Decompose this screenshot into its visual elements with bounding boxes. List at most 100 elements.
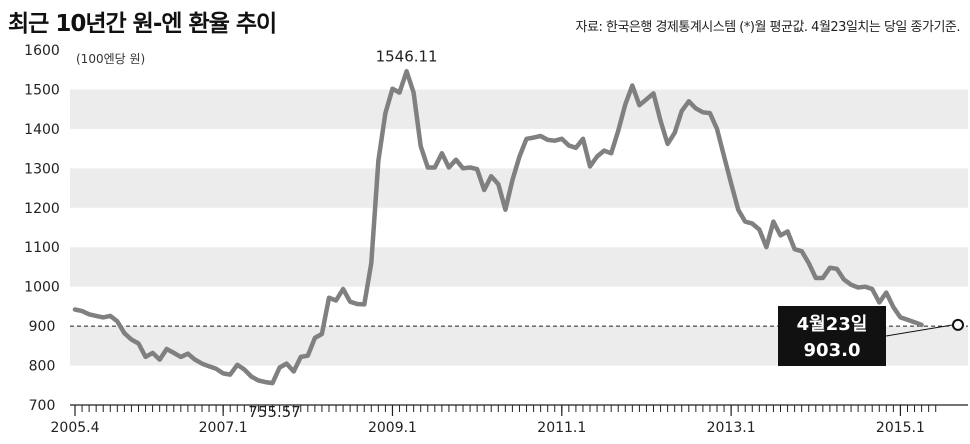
- data-point: [623, 102, 627, 107]
- y-tick-label: 900: [29, 319, 56, 335]
- data-point: [468, 165, 472, 170]
- data-point: [595, 154, 599, 159]
- data-point: [898, 315, 903, 320]
- data-point: [447, 165, 451, 170]
- x-tick-label: 2011.1: [537, 420, 586, 436]
- data-point: [80, 309, 84, 313]
- data-point: [821, 276, 825, 280]
- data-point: [397, 91, 402, 95]
- y-tick-label: 1600: [24, 43, 60, 59]
- data-point: [637, 103, 642, 107]
- data-point: [362, 302, 366, 307]
- data-point: [193, 358, 197, 362]
- y-tick-label: 1200: [24, 201, 60, 217]
- data-point: [369, 261, 373, 265]
- data-point: [743, 219, 747, 224]
- data-point: [750, 221, 754, 226]
- x-axis-ticks: 2005.4 2007.1 2009.1 2011.1 2013.1 2015.1: [51, 405, 937, 436]
- data-point: [320, 332, 324, 336]
- data-point: [715, 127, 719, 131]
- data-point: [249, 375, 253, 379]
- data-point: [785, 229, 790, 234]
- data-point: [877, 300, 881, 305]
- end-point-marker: [952, 318, 964, 331]
- y-tick-label: 1500: [24, 82, 60, 98]
- data-point: [151, 351, 155, 355]
- data-point: [306, 354, 310, 358]
- data-point: [807, 261, 811, 265]
- data-point: [200, 361, 204, 366]
- data-point: [616, 129, 620, 133]
- data-point: [482, 188, 486, 192]
- data-point: [440, 151, 444, 155]
- data-point: [630, 83, 634, 88]
- data-points: [73, 69, 924, 385]
- data-point: [426, 165, 430, 170]
- x-tick-label: 2007.1: [199, 420, 248, 436]
- data-point: [292, 369, 296, 374]
- callout-date: 4월23일: [797, 314, 868, 335]
- data-point: [828, 266, 832, 270]
- grid-band: [70, 50, 968, 90]
- data-point: [849, 283, 853, 287]
- data-point: [553, 139, 557, 143]
- x-tick-label: 2005.4: [51, 420, 100, 436]
- data-point: [694, 106, 698, 110]
- data-point: [609, 151, 613, 155]
- data-point: [454, 158, 458, 162]
- data-point: [228, 373, 232, 377]
- data-point: [539, 134, 543, 138]
- data-point: [778, 233, 783, 237]
- data-point: [905, 318, 910, 322]
- data-point: [567, 143, 571, 148]
- data-point: [87, 312, 91, 316]
- data-point: [419, 144, 423, 148]
- data-point: [574, 146, 578, 150]
- data-point: [299, 355, 303, 359]
- y-tick-label: 1100: [24, 240, 60, 256]
- data-point: [285, 361, 289, 366]
- data-point: [221, 371, 225, 376]
- data-point: [920, 323, 924, 327]
- annotation-min: 755.57: [248, 403, 301, 421]
- data-point: [327, 296, 331, 300]
- grid-band: [70, 89, 968, 129]
- data-point: [412, 91, 416, 95]
- data-point: [891, 305, 895, 309]
- data-point: [433, 165, 437, 170]
- data-point: [863, 285, 867, 289]
- data-point: [108, 314, 112, 318]
- y-tick-label: 800: [29, 359, 56, 375]
- data-point: [73, 307, 77, 312]
- data-point: [588, 164, 592, 168]
- data-point: [680, 109, 684, 113]
- data-point: [235, 363, 239, 367]
- data-point: [842, 277, 846, 282]
- y-axis-ticks: 700 800 900 1000 1100 1200 1300 1400 1500 1600: [24, 43, 60, 414]
- data-point: [560, 137, 564, 141]
- y-tick-label: 700: [29, 398, 56, 414]
- data-point: [708, 111, 712, 115]
- data-point: [496, 182, 500, 186]
- x-tick-label: 2015.1: [876, 420, 925, 436]
- data-point: [729, 181, 733, 185]
- data-point: [277, 365, 282, 370]
- data-point: [115, 319, 119, 323]
- data-point: [172, 351, 176, 355]
- data-point: [912, 320, 917, 324]
- data-point: [348, 300, 352, 304]
- data-point: [158, 358, 162, 362]
- grid-band: [70, 365, 968, 405]
- data-point: [701, 110, 705, 114]
- y-tick-label: 1300: [24, 161, 60, 177]
- data-point: [341, 287, 345, 291]
- data-point: [179, 355, 183, 359]
- data-point: [757, 227, 761, 232]
- data-point: [404, 69, 409, 73]
- data-point: [517, 154, 522, 159]
- data-point: [242, 367, 246, 372]
- data-point: [270, 381, 275, 385]
- callout-leader: [885, 324, 954, 337]
- grid-band: [70, 207, 968, 248]
